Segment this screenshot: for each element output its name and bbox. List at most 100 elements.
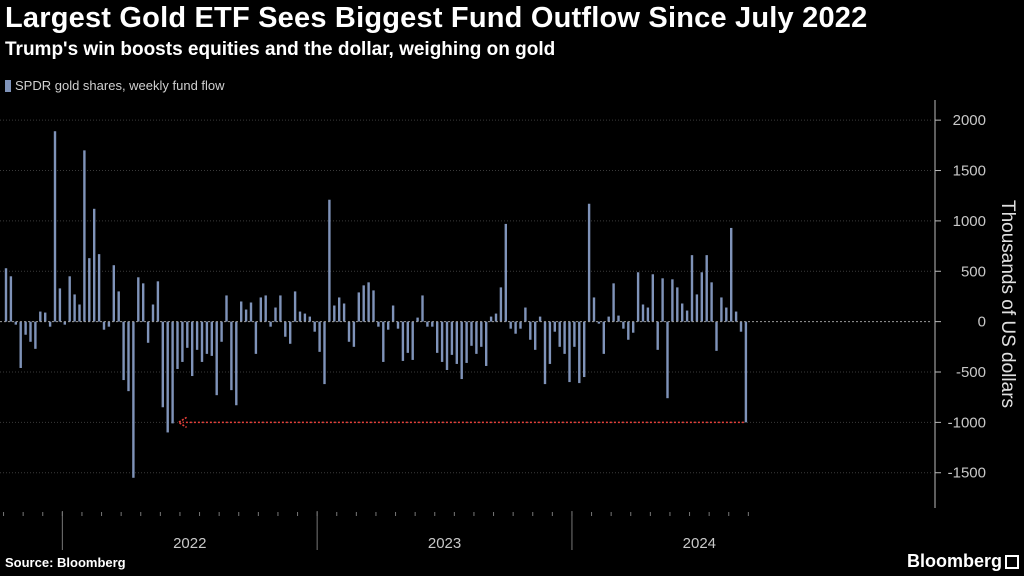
y-tick-label: 500 [961, 263, 986, 280]
bar [107, 321, 111, 327]
bar [362, 285, 365, 322]
bar [254, 321, 258, 354]
bar [24, 321, 27, 335]
bar [646, 307, 650, 322]
bar [293, 291, 297, 322]
bar [382, 321, 385, 362]
bar [744, 321, 748, 423]
x-year-label: 2024 [683, 535, 716, 552]
bar [53, 131, 57, 322]
bar [352, 321, 356, 347]
bar [416, 317, 419, 322]
bar [93, 208, 96, 322]
bar [166, 321, 169, 433]
bar [622, 321, 625, 329]
chart-title: Largest Gold ETF Sees Biggest Fund Outfl… [5, 2, 868, 34]
bar [181, 321, 184, 362]
bar [279, 295, 282, 322]
bar [730, 227, 733, 322]
bar [34, 321, 37, 349]
bar [298, 311, 302, 322]
bar [406, 321, 409, 353]
bar [88, 258, 91, 322]
source-note: Source: Bloomberg [5, 555, 126, 570]
bar [367, 282, 370, 322]
bar [641, 304, 645, 322]
bar [671, 279, 674, 322]
bar [455, 321, 458, 364]
bar [210, 321, 213, 356]
bar [739, 321, 743, 332]
bar [690, 255, 694, 322]
bar [676, 287, 679, 322]
bar [44, 312, 47, 322]
bar [475, 321, 478, 354]
bar [426, 321, 429, 327]
bar [117, 291, 120, 322]
bar [284, 321, 287, 337]
bar [132, 321, 135, 478]
bar [102, 321, 106, 330]
bar [725, 307, 728, 322]
bar [499, 287, 503, 322]
bar [524, 307, 527, 322]
bar [230, 321, 233, 391]
bar [161, 321, 164, 408]
bar [470, 321, 473, 346]
bar [636, 272, 640, 322]
y-tick-label: 0 [978, 314, 986, 331]
bar [436, 321, 439, 353]
bar [220, 321, 223, 342]
bar [695, 294, 699, 322]
bar [421, 295, 424, 322]
bar [146, 321, 150, 343]
bar [710, 282, 713, 322]
bar [127, 321, 130, 392]
bar [186, 321, 189, 348]
bar [377, 321, 380, 327]
bar [705, 255, 708, 322]
bar [514, 321, 517, 334]
bar [627, 321, 630, 340]
bar [97, 254, 101, 322]
bar [465, 321, 468, 363]
bar [509, 321, 512, 329]
bar [323, 321, 326, 385]
bar [685, 310, 689, 322]
bar [607, 316, 610, 322]
bar [715, 321, 718, 351]
x-year-label: 2022 [173, 535, 206, 552]
bar [681, 303, 684, 322]
bar [538, 316, 542, 322]
bar [78, 304, 81, 322]
bar [195, 321, 199, 350]
bar [632, 321, 635, 333]
bar [68, 276, 71, 322]
bar [137, 277, 140, 322]
bar [333, 305, 336, 322]
bar [191, 321, 194, 377]
bar [142, 283, 145, 322]
bar [347, 321, 351, 342]
bar [318, 321, 321, 352]
bar [612, 283, 615, 322]
bar [274, 307, 277, 322]
bar [387, 321, 390, 330]
legend: SPDR gold shares, weekly fund flow [5, 78, 225, 93]
y-tick-label: -1500 [948, 465, 986, 482]
bar [244, 309, 248, 322]
bar [289, 321, 292, 344]
bar [176, 321, 179, 369]
bar [357, 292, 360, 322]
y-tick-label: 1500 [953, 163, 986, 180]
legend-swatch [5, 79, 11, 92]
bar [63, 321, 66, 325]
bar [568, 321, 571, 383]
y-tick-label: 1000 [953, 213, 986, 230]
bar [651, 274, 654, 322]
bar [235, 321, 238, 406]
bar [9, 276, 13, 322]
bar [534, 321, 537, 350]
bar [602, 321, 605, 354]
bar [661, 278, 664, 322]
